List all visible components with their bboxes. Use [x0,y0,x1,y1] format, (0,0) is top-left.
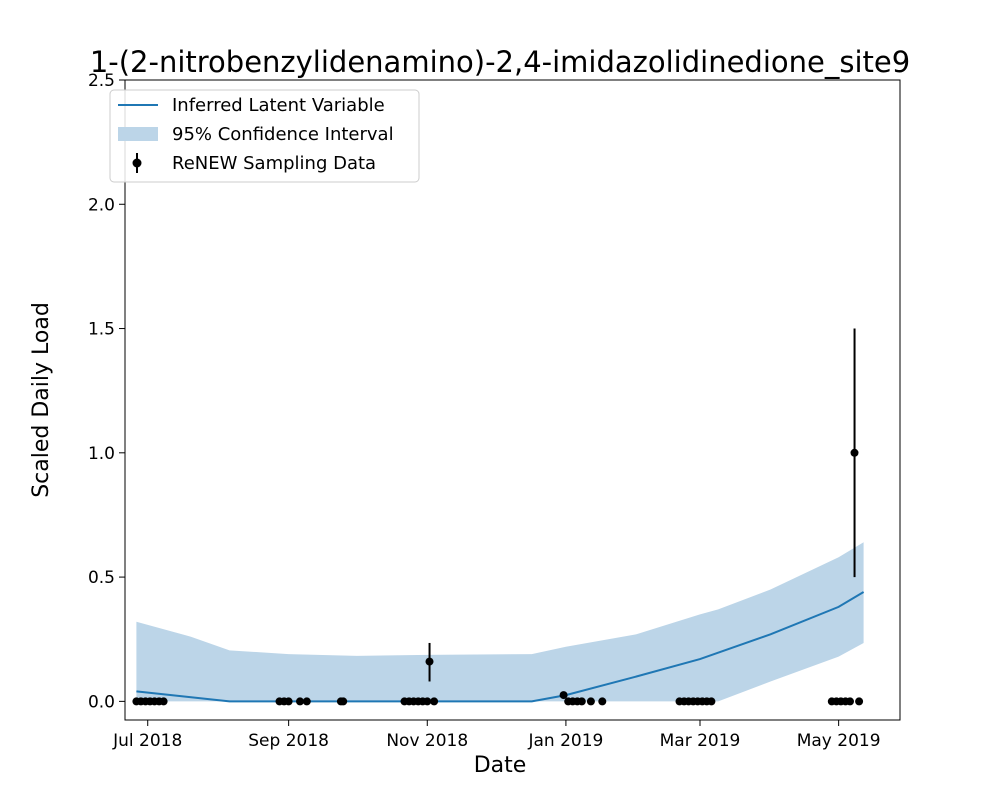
confidence-band [136,542,864,702]
x-tick-label: Nov 2018 [386,731,468,751]
data-point [707,697,716,706]
data-point [577,697,586,706]
y-tick-label: 0.0 [88,692,115,712]
data-point [598,697,607,706]
latent-line [136,591,865,703]
legend-label-data: ReNEW Sampling Data [172,153,376,174]
legend-label-latent: Inferred Latent Variable [172,95,385,116]
data-point [302,697,311,706]
chart-title: 1-(2-nitrobenzylidenamino)-2,4-imidazoli… [90,45,910,79]
x-tick-label: Sep 2018 [248,731,329,751]
legend-band-swatch [118,127,158,141]
plot-area [132,328,865,706]
x-axis: Jul 2018 Sep 2018 Nov 2018 Jan 2019 Mar 2019… [112,720,881,751]
legend-frame [109,89,420,183]
x-tick-label: Jan 2019 [527,731,603,751]
legend-point-swatch [132,158,142,168]
data-point [284,697,293,706]
data-point [846,697,854,706]
data-point [430,697,439,706]
legend: Inferred Latent Variable 95% Confidence … [109,89,420,183]
y-axis: 0.0 0.5 1.0 1.5 2.0 2.5 [88,71,125,712]
data-point [586,697,595,706]
data-point [423,697,432,706]
y-tick-label: 0.5 [88,568,115,588]
data-point [850,448,859,457]
data-point [159,697,168,706]
y-tick-label: 1.0 [88,444,115,464]
x-tick-label: Mar 2019 [660,731,741,751]
data-point [855,697,864,706]
x-axis-title: Date [474,753,527,778]
y-axis-title: Scaled Daily Load [29,302,54,498]
plot-frame [124,79,901,721]
data-point [425,657,434,666]
y-tick-label: 2.0 [88,195,115,215]
data-point [296,697,304,706]
y-tick-label: 1.5 [88,320,115,340]
y-tick-label: 2.5 [88,71,115,91]
data-point [559,691,568,700]
legend-label-ci: 95% Confidence Interval [172,124,394,145]
x-tick-label: May 2019 [797,731,881,751]
data-point [339,697,348,706]
x-tick-label: Jul 2018 [112,731,182,751]
